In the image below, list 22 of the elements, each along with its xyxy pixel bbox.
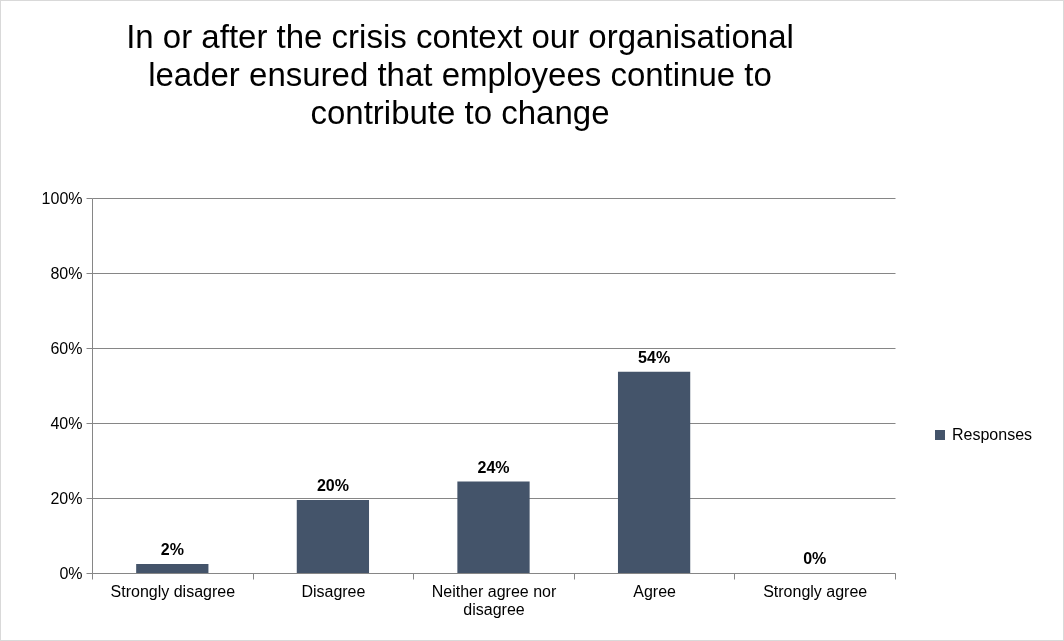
y-tick-label: 60% [50,339,83,357]
y-tick-label: 0% [59,564,83,582]
legend-label: Responses [952,426,1033,443]
x-tick-label: Agree [633,582,677,600]
chart-title: In or after the crisis context our organisational leader ensured that employees continue to contribute to change [125,18,795,132]
data-label: 0% [803,550,827,567]
data-label: 54% [638,348,671,366]
data-label: 2% [160,541,184,558]
x-tick-label: Neither agree nor disagree [431,582,557,618]
x-tick-label: Strongly agree [763,582,868,600]
x-tick-label: Disagree [301,582,366,600]
bar [296,499,370,573]
y-tick-label: 100% [41,189,83,207]
bar [617,371,691,573]
bar [457,481,530,573]
x-tick-label: Strongly disagree [110,582,236,600]
data-label: 20% [316,476,349,494]
y-tick-label: 80% [50,264,83,282]
data-label: 24% [477,458,510,476]
y-tick-label: 20% [50,489,83,507]
bar [136,564,209,573]
y-tick-label: 40% [50,414,83,432]
